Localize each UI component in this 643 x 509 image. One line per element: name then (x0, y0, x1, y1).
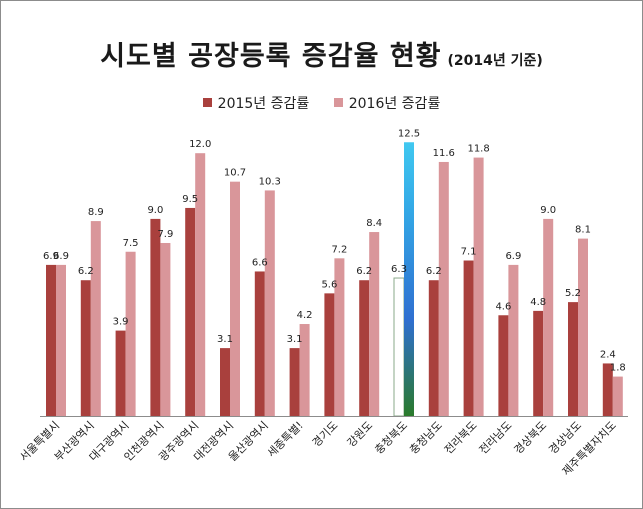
bar-2015 (185, 207, 196, 416)
x-tick-label: 전라북도 (442, 419, 480, 457)
bar-2016 (230, 181, 240, 416)
bar-2016 (334, 258, 345, 416)
bar-2016 (612, 376, 623, 416)
legend-item-2015: 2015년 증감률 (202, 93, 310, 113)
bar-2016 (195, 153, 206, 416)
value-label-2015: 4.6 (495, 301, 511, 312)
bar-2016 (543, 218, 554, 416)
bar-2016 (125, 251, 136, 416)
bar-2015 (533, 310, 544, 416)
value-label-2016: 12.5 (398, 128, 420, 139)
value-label-2015: 6.9 (43, 251, 59, 262)
x-tick-label: 충청북도 (372, 419, 410, 457)
x-tick-label: 경상북도 (512, 419, 550, 457)
value-label-2015: 6.2 (426, 266, 442, 277)
bar-2015 (498, 315, 509, 416)
bar-2015 (254, 271, 265, 416)
bar-2015 (393, 277, 405, 417)
bar-2015 (324, 293, 335, 416)
x-tick-label: 강원도 (345, 419, 376, 450)
bar-2016 (473, 157, 484, 416)
legend-label-2016: 2016년 증감률 (348, 96, 441, 112)
legend-swatch-2016 (333, 98, 343, 107)
value-label-2016: 11.8 (467, 144, 489, 155)
title-text: 시도별 공장등록 증감율 현황 (100, 41, 442, 72)
x-tick-label: 경기도 (310, 419, 341, 450)
bar-2016 (90, 221, 101, 416)
value-label-2015: 3.1 (287, 334, 303, 345)
value-label-2016: 7.2 (331, 244, 347, 255)
value-label-2015: 6.3 (391, 264, 407, 275)
bar-2015 (602, 363, 613, 416)
value-label-2016: 10.7 (224, 168, 246, 179)
value-label-2016: 12.0 (189, 139, 211, 150)
x-tick-label: 세종특별! (265, 419, 306, 460)
x-tick-label: 전라남도 (477, 419, 515, 457)
value-label-2016: 1.8 (610, 363, 626, 374)
value-label-2015: 2.4 (600, 349, 616, 360)
value-label-2016: 6.9 (505, 251, 521, 262)
value-label-2015: 9.5 (182, 194, 198, 205)
subtitle-text: (2014년 기준) (447, 53, 543, 69)
chart-title: 시도별 공장등록 증감율 현황 (2014년 기준) (0, 34, 643, 73)
bars-group (46, 142, 623, 417)
value-label-2016: 6.9 (53, 251, 69, 262)
value-label-2015: 6.2 (356, 266, 372, 277)
legend-label-2015: 2015년 증감률 (217, 96, 310, 112)
value-label-2016: 11.6 (433, 148, 455, 159)
bar-2016 (264, 190, 275, 416)
value-label-2016: 7.5 (123, 238, 139, 249)
bar-2015 (289, 348, 300, 416)
value-label-2016: 4.2 (297, 310, 313, 321)
bar-2015 (150, 218, 161, 416)
value-label-2016: 8.1 (575, 225, 591, 236)
bar-2016 (56, 264, 66, 416)
chart-legend: 2015년 증감률 2016년 증감률 (0, 93, 643, 113)
value-label-2016: 8.4 (366, 218, 382, 229)
bar-2016 (438, 161, 449, 416)
bar-2016-highlight (404, 142, 414, 416)
bar-2016 (369, 232, 380, 416)
value-label-2015: 6.2 (78, 266, 94, 277)
bar-2015 (428, 280, 439, 416)
value-label-2015: 3.9 (113, 317, 129, 328)
value-label-2015: 5.2 (565, 288, 581, 299)
value-label-2015: 7.1 (461, 247, 477, 258)
value-label-2016: 7.9 (157, 229, 173, 240)
value-labels-group: 6.96.96.28.93.97.59.07.99.512.03.110.76.… (43, 128, 626, 373)
bar-2015 (220, 348, 230, 416)
legend-swatch-2015 (202, 98, 212, 107)
x-tick-label: 충청남도 (407, 419, 445, 457)
value-label-2015: 5.6 (321, 279, 337, 290)
value-label-2015: 4.8 (530, 297, 546, 308)
bar-2016 (578, 238, 588, 416)
value-label-2015: 9.0 (147, 205, 163, 216)
value-label-2015: 6.6 (252, 257, 268, 268)
bar-2016 (299, 324, 310, 416)
x-tick-labels-group: 서울특별시부산광역시대구광역시인천광역시광주광역시대전광역시울산광역시세종특별!… (17, 418, 619, 478)
legend-item-2016: 2016년 증감률 (333, 93, 441, 113)
value-label-2016: 9.0 (540, 205, 556, 216)
bar-2015 (80, 280, 91, 416)
value-label-2016: 10.3 (259, 176, 281, 187)
value-label-2016: 8.9 (88, 207, 104, 218)
bar-2015 (568, 302, 578, 416)
bar-2016 (508, 264, 519, 416)
bar-2016 (160, 242, 171, 416)
bar-2015 (359, 280, 370, 416)
bar-2015 (46, 264, 56, 416)
bar-2015 (463, 260, 474, 416)
bar-2015 (115, 330, 126, 416)
value-label-2015: 3.1 (217, 334, 233, 345)
